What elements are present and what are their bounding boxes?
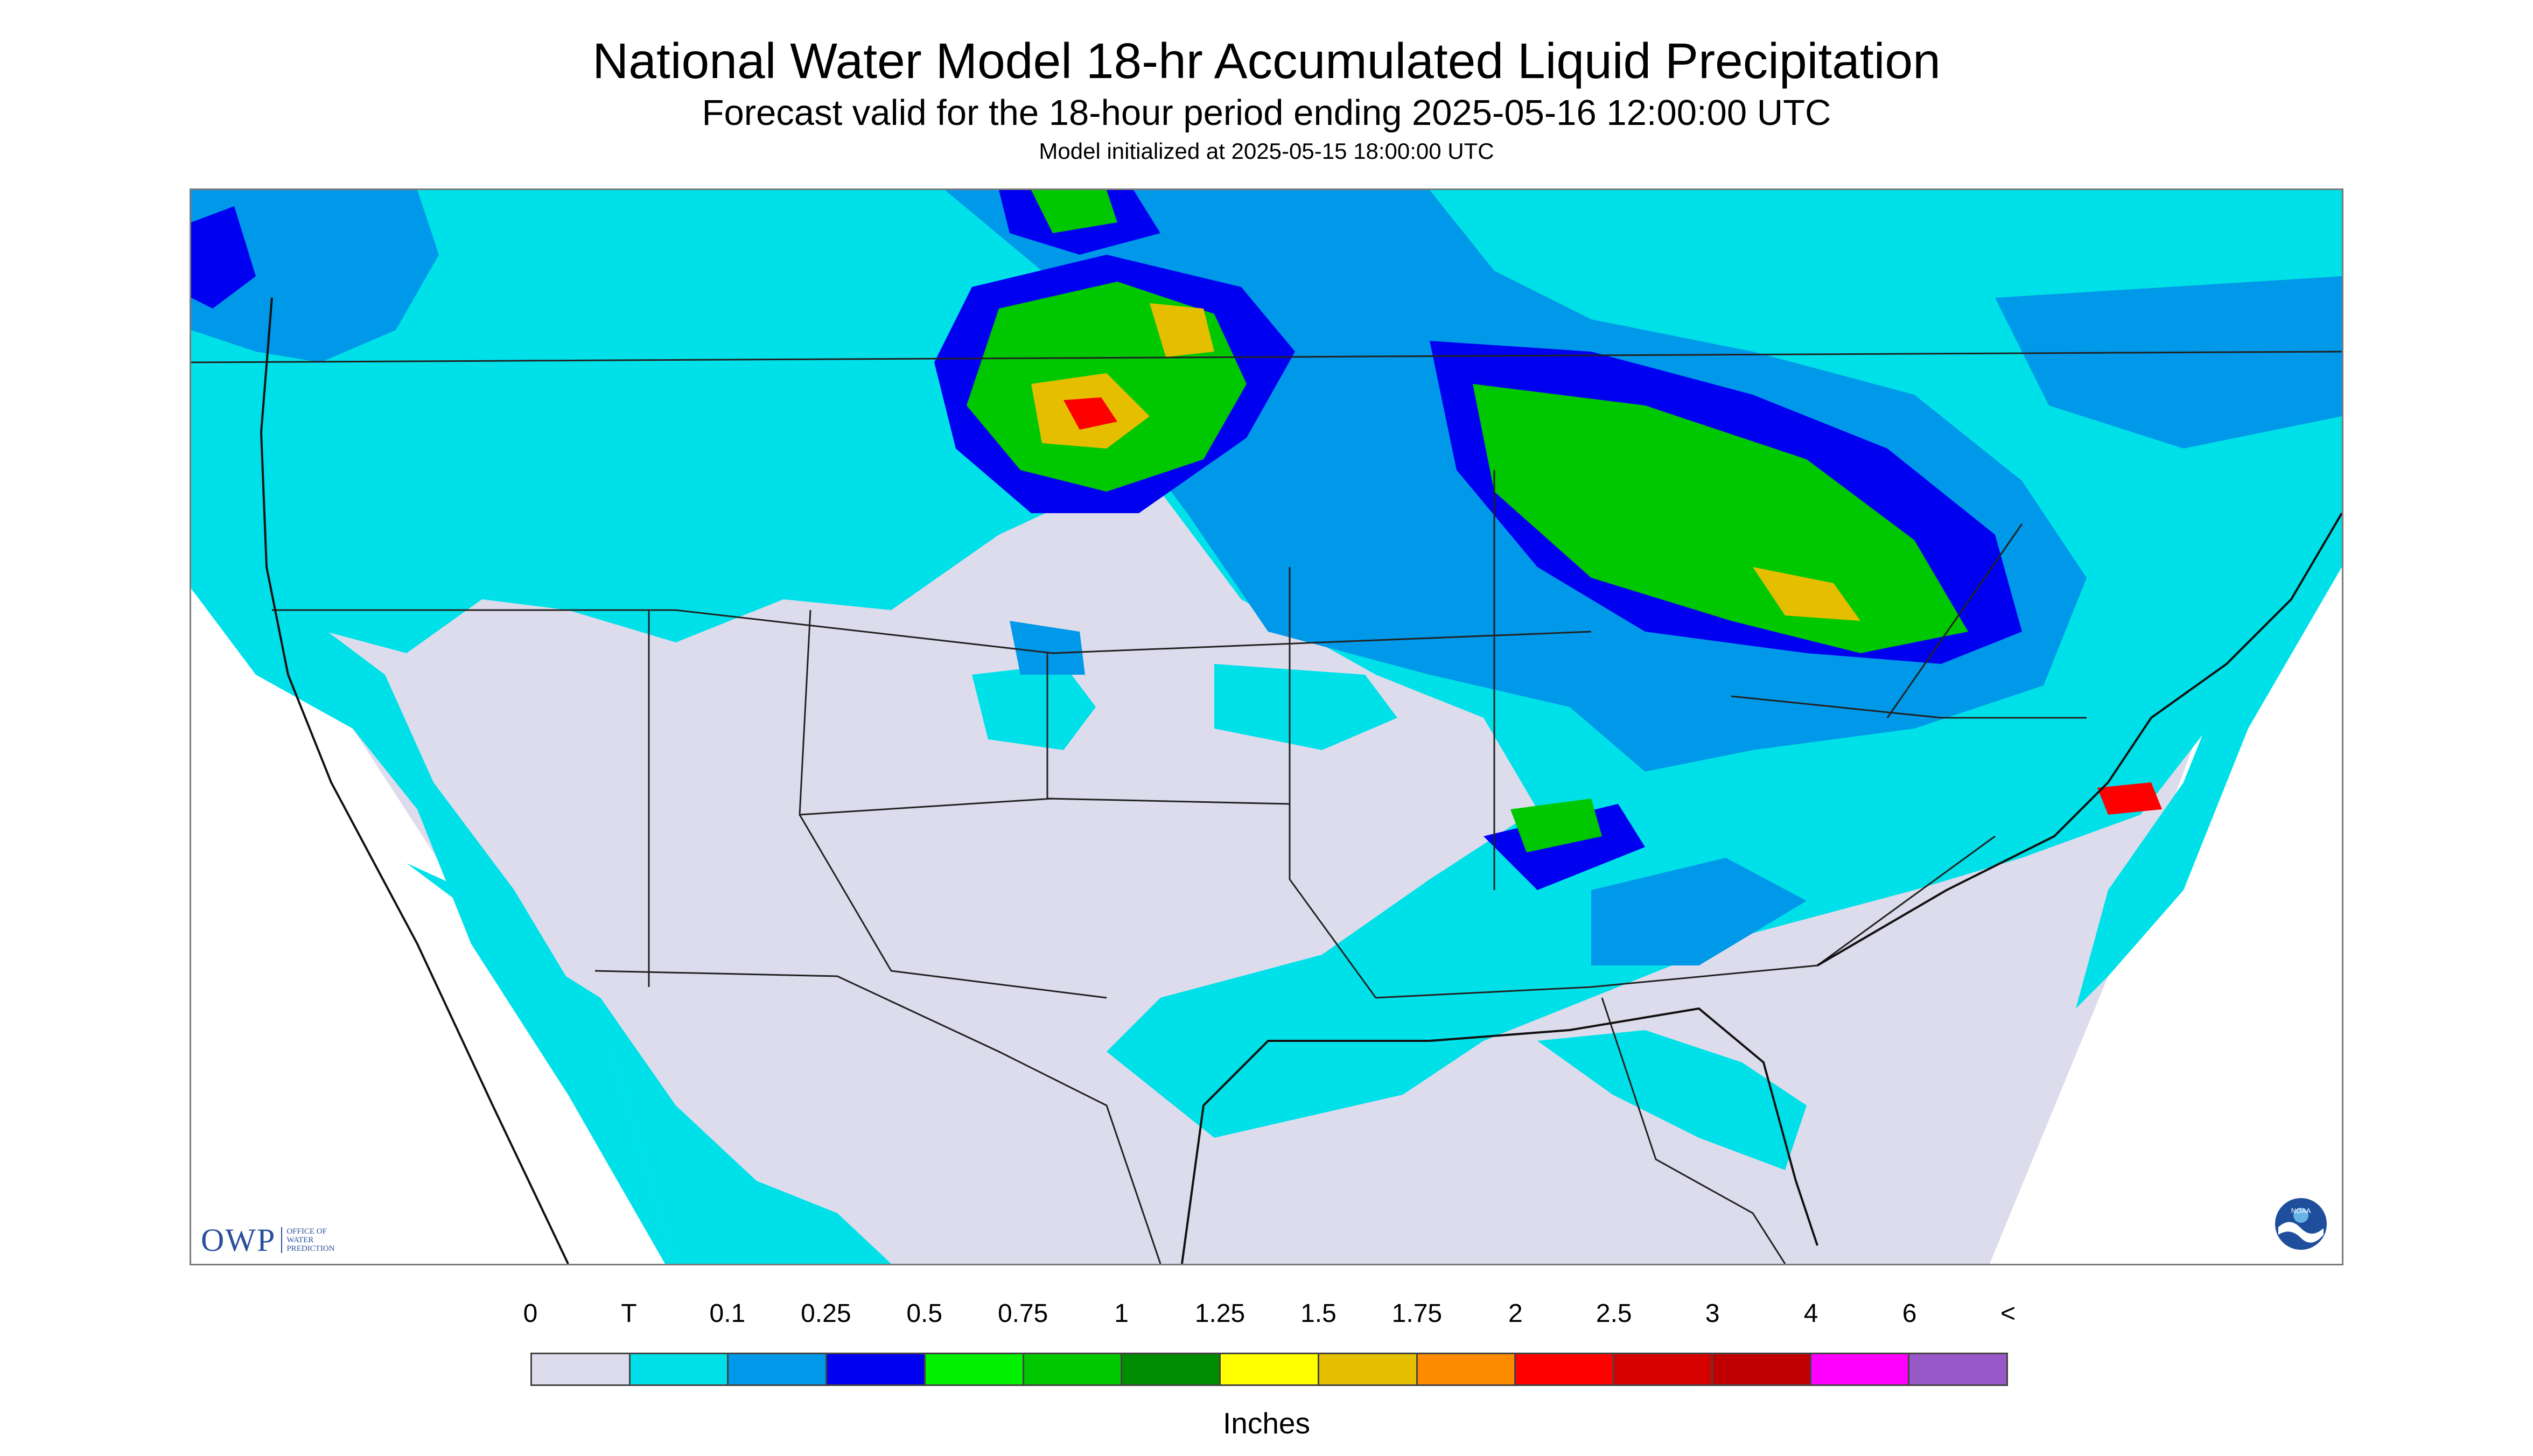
legend-tick-label: 1.5 — [1300, 1299, 1337, 1328]
owp-logo: OWP OFFICE OF WATER PREDICTION — [201, 1224, 335, 1256]
legend-swatch — [1811, 1354, 1910, 1384]
legend-tick-label: 2 — [1508, 1299, 1523, 1328]
legend-tick-label: 1.75 — [1391, 1299, 1443, 1328]
legend-tick-label: 4 — [1803, 1299, 1818, 1328]
legend-swatch — [925, 1354, 1024, 1384]
legend-color-bar — [530, 1353, 2008, 1386]
legend-tick-label: 2.5 — [1596, 1299, 1632, 1328]
legend-tick-label: < — [2000, 1299, 2016, 1328]
model-init-line: Model initialized at 2025-05-15 18:00:00… — [1039, 138, 1494, 164]
legend-tick-label: 0.1 — [709, 1299, 746, 1328]
legend-swatch — [1516, 1354, 1615, 1384]
precipitation-map: OWP OFFICE OF WATER PREDICTION NOAA — [190, 188, 2343, 1265]
coastlines — [260, 297, 2342, 1264]
legend-tick-labels: 0 T 0.1 0.25 0.5 0.75 1 1.25 1.5 1.75 2 2.5 3 4 6 < — [0, 1298, 2533, 1335]
legend-swatch — [1417, 1354, 1516, 1384]
legend-swatch — [630, 1354, 729, 1384]
legend-tick-label: 6 — [1902, 1299, 1917, 1328]
legend-swatch — [532, 1354, 631, 1384]
legend-tick-label: 1 — [1114, 1299, 1129, 1328]
legend-swatch — [1319, 1354, 1418, 1384]
noaa-logo-text: NOAA — [2291, 1207, 2311, 1215]
legend-swatch — [1909, 1354, 2007, 1384]
legend-swatch — [827, 1354, 926, 1384]
map-canvas — [191, 190, 2342, 1264]
forecast-valid-line: Forecast valid for the 18-hour period en… — [702, 93, 1831, 133]
legend-swatch — [1024, 1354, 1123, 1384]
legend-swatch — [1614, 1354, 1713, 1384]
legend-swatch — [1122, 1354, 1221, 1384]
legend-tick-label: 0.25 — [801, 1299, 851, 1328]
legend-tick-label: 0.75 — [997, 1299, 1048, 1328]
legend-swatch — [1712, 1354, 1811, 1384]
owp-logo-mark: OWP — [201, 1222, 276, 1258]
legend-tick-label: 0 — [523, 1299, 538, 1328]
owp-logo-text: OFFICE OF WATER PREDICTION — [281, 1227, 335, 1253]
legend-tick-label: 1.25 — [1194, 1299, 1245, 1328]
legend-tick-label: 3 — [1705, 1299, 1720, 1328]
legend-units-label: Inches — [1222, 1406, 1311, 1440]
legend-swatch — [729, 1354, 828, 1384]
noaa-logo: NOAA — [2275, 1198, 2327, 1250]
map-title: National Water Model 18-hr Accumulated L… — [592, 33, 1941, 89]
legend-swatch — [1221, 1354, 1319, 1384]
legend-tick-label: 0.5 — [906, 1299, 943, 1328]
boundary-lines — [191, 351, 2342, 1264]
extreme-precip-areas — [1063, 397, 2162, 815]
legend-tick-label: T — [621, 1299, 637, 1328]
